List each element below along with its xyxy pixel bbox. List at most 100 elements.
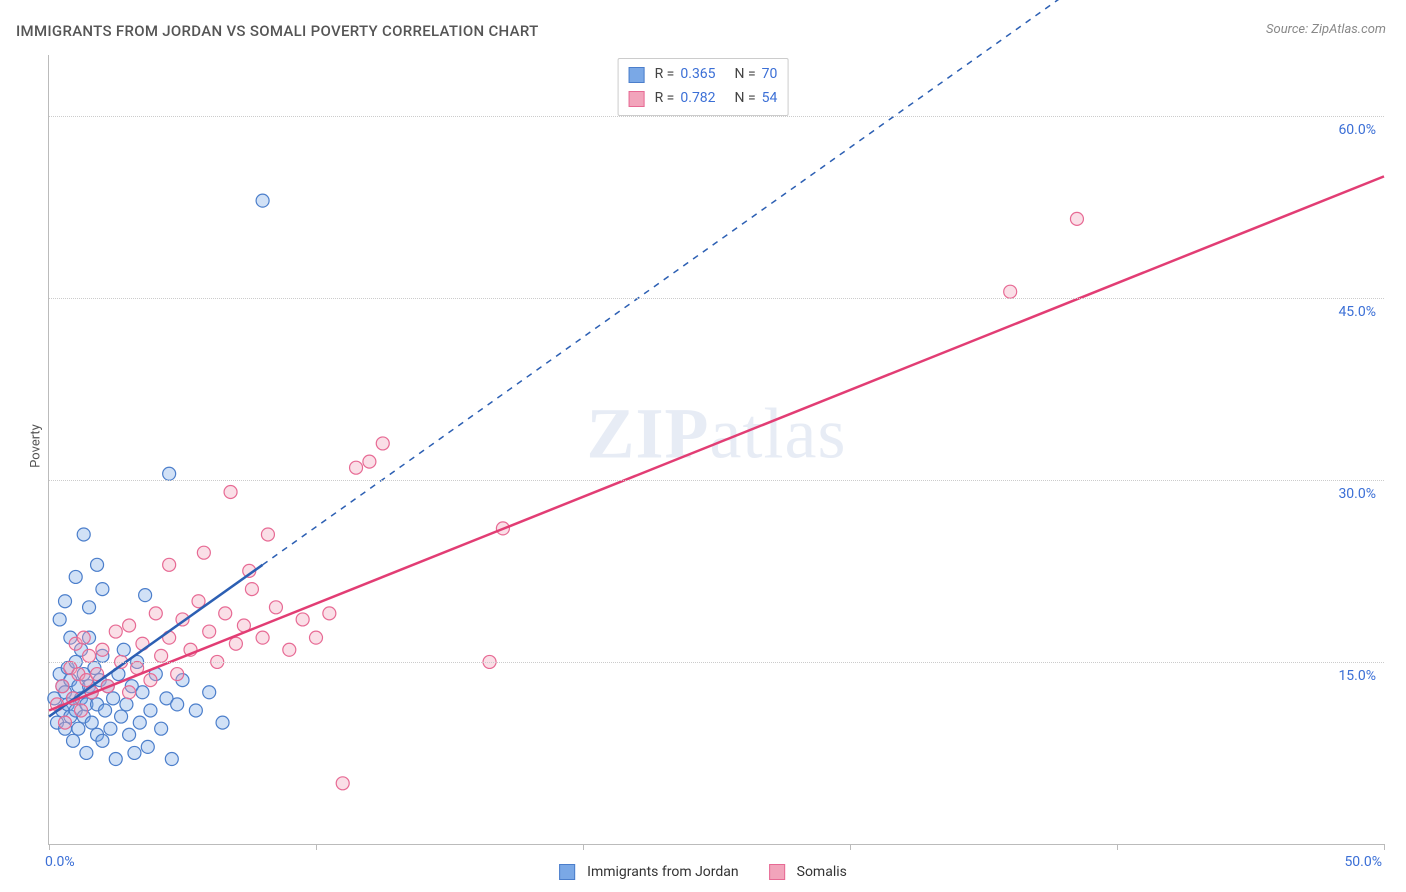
x-end-label: 50.0% xyxy=(1344,854,1382,870)
data-point xyxy=(163,558,176,571)
swatch-somalis xyxy=(629,91,645,107)
data-point xyxy=(1070,212,1083,225)
data-point xyxy=(117,643,130,656)
data-point xyxy=(77,528,90,541)
data-point xyxy=(96,734,109,747)
data-point xyxy=(99,704,112,717)
y-tick-label: 30.0% xyxy=(1338,486,1376,502)
gridline xyxy=(49,298,1384,299)
data-point xyxy=(155,649,168,662)
stats-row-jordan: R = 0.365 N = 70 xyxy=(629,63,778,87)
y-tick-label: 15.0% xyxy=(1338,668,1376,684)
data-point xyxy=(203,625,216,638)
data-point xyxy=(69,570,82,583)
y-axis-label: Poverty xyxy=(28,424,43,468)
data-point xyxy=(155,722,168,735)
data-point xyxy=(350,461,363,474)
x-start-label: 0.0% xyxy=(45,854,75,870)
data-point xyxy=(363,455,376,468)
data-point xyxy=(283,643,296,656)
x-tick xyxy=(1384,844,1385,850)
data-point xyxy=(85,716,98,729)
data-point xyxy=(136,686,149,699)
data-point xyxy=(67,734,80,747)
data-point xyxy=(83,649,96,662)
bottom-legend: Immigrants from Jordan Somalis xyxy=(559,864,847,880)
r-label: R = xyxy=(655,63,675,87)
data-point xyxy=(109,753,122,766)
data-point xyxy=(91,558,104,571)
data-point xyxy=(336,777,349,790)
y-tick-label: 60.0% xyxy=(1338,122,1376,138)
data-point xyxy=(123,686,136,699)
data-point xyxy=(323,607,336,620)
data-point xyxy=(171,698,184,711)
data-point xyxy=(80,746,93,759)
data-point xyxy=(141,740,154,753)
data-point xyxy=(256,194,269,207)
data-point xyxy=(75,704,88,717)
x-tick xyxy=(1117,844,1118,850)
data-point xyxy=(1004,285,1017,298)
x-tick xyxy=(850,844,851,850)
legend-label-jordan: Immigrants from Jordan xyxy=(587,864,739,880)
data-point xyxy=(171,668,184,681)
data-point xyxy=(165,753,178,766)
data-point xyxy=(120,698,133,711)
r-value-jordan: 0.365 xyxy=(680,63,715,87)
gridline xyxy=(49,480,1384,481)
data-point xyxy=(149,607,162,620)
data-point xyxy=(53,613,66,626)
correlation-stats-box: R = 0.365 N = 70 R = 0.782 N = 54 xyxy=(618,58,789,116)
trend-line xyxy=(49,176,1384,710)
data-point xyxy=(77,631,90,644)
data-point xyxy=(128,746,141,759)
data-point xyxy=(96,583,109,596)
data-point xyxy=(256,631,269,644)
source-attribution: Source: ZipAtlas.com xyxy=(1266,22,1386,37)
data-point xyxy=(376,437,389,450)
data-point xyxy=(163,467,176,480)
data-point xyxy=(203,686,216,699)
data-point xyxy=(107,692,120,705)
data-point xyxy=(96,643,109,656)
y-tick-label: 45.0% xyxy=(1338,304,1376,320)
x-tick xyxy=(49,844,50,850)
r-value-somalis: 0.782 xyxy=(680,87,715,111)
data-point xyxy=(104,722,117,735)
data-point xyxy=(245,583,258,596)
x-tick xyxy=(583,844,584,850)
data-point xyxy=(189,704,202,717)
swatch-somalis-icon xyxy=(769,864,785,880)
data-point xyxy=(224,485,237,498)
data-point xyxy=(229,637,242,650)
legend-label-somalis: Somalis xyxy=(797,864,847,880)
r-label: R = xyxy=(655,87,675,111)
data-point xyxy=(269,601,282,614)
data-point xyxy=(144,704,157,717)
data-point xyxy=(219,607,232,620)
data-point xyxy=(59,716,72,729)
gridline xyxy=(49,662,1384,663)
data-point xyxy=(123,728,136,741)
swatch-jordan xyxy=(629,67,645,83)
data-point xyxy=(115,710,128,723)
data-point xyxy=(109,625,122,638)
data-point xyxy=(56,680,69,693)
data-point xyxy=(83,601,96,614)
data-point xyxy=(123,619,136,632)
legend-item-somalis: Somalis xyxy=(769,864,847,880)
data-point xyxy=(197,546,210,559)
n-label: N = xyxy=(735,87,756,111)
stats-row-somalis: R = 0.782 N = 54 xyxy=(629,87,778,111)
data-point xyxy=(296,613,309,626)
n-value-somalis: 54 xyxy=(762,87,778,111)
scatter-svg xyxy=(49,55,1384,844)
chart-title: IMMIGRANTS FROM JORDAN VS SOMALI POVERTY… xyxy=(16,22,539,40)
data-point xyxy=(72,722,85,735)
data-point xyxy=(310,631,323,644)
data-point xyxy=(139,589,152,602)
x-tick xyxy=(316,844,317,850)
n-value-jordan: 70 xyxy=(762,63,778,87)
data-point xyxy=(144,674,157,687)
